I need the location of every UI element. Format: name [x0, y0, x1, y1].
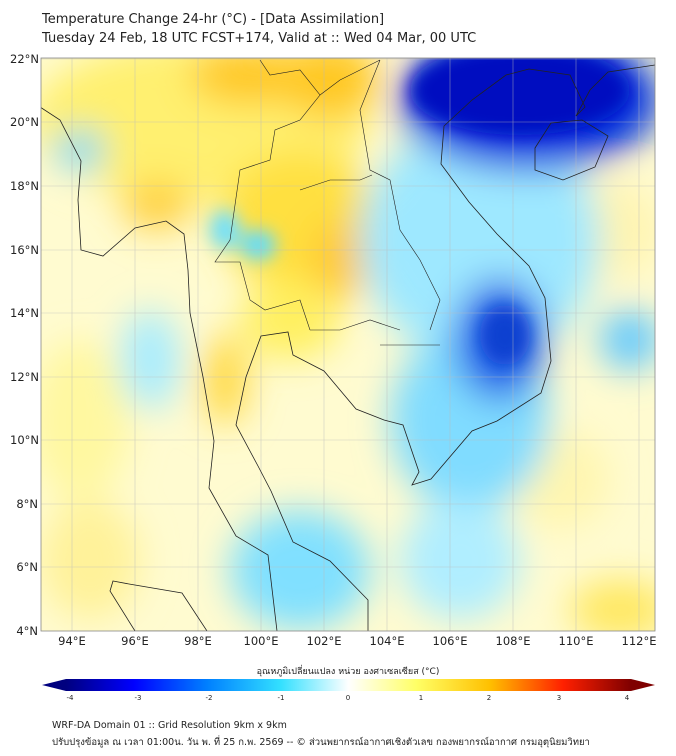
coastlines — [41, 59, 655, 631]
lon-label: 110°E — [558, 634, 594, 648]
field-layer — [41, 58, 655, 631]
colorbar-tick: 1 — [418, 694, 424, 702]
lat-label: 12°N — [10, 370, 39, 384]
lon-label: 94°E — [58, 634, 86, 648]
gridlines — [41, 58, 655, 631]
colorbar-tick: -3 — [134, 694, 142, 702]
lat-label: 22°N — [10, 52, 39, 66]
colorbar-tick: 4 — [624, 694, 630, 702]
colorbar-tick: -2 — [205, 694, 213, 702]
colorbar-tick: -1 — [277, 694, 285, 702]
lat-label: 6°N — [16, 560, 38, 574]
colorbar-min-extend — [42, 679, 66, 691]
map-frame — [40, 57, 656, 632]
colorbar-tick: 0 — [345, 694, 351, 702]
lon-label: 98°E — [184, 634, 212, 648]
lat-label: 20°N — [10, 115, 39, 129]
lon-label: 96°E — [121, 634, 149, 648]
colorbar-gradient — [66, 679, 631, 691]
lon-label: 106°E — [432, 634, 468, 648]
chart-subtitle: Tuesday 24 Feb, 18 UTC FCST+174, Valid a… — [42, 31, 477, 46]
colorbar-max-extend — [631, 679, 655, 691]
colorbar-tick: 3 — [556, 694, 562, 702]
lon-label: 100°E — [243, 634, 279, 648]
colorbar — [42, 679, 655, 691]
lat-label: 4°N — [16, 624, 38, 638]
chart-title: Temperature Change 24-hr (°C) - [Data As… — [42, 12, 385, 27]
lat-label: 10°N — [10, 433, 39, 447]
lat-label: 8°N — [16, 497, 38, 511]
footer-model-info: WRF-DA Domain 01 :: Grid Resolution 9km … — [52, 720, 287, 731]
lon-label: 104°E — [369, 634, 405, 648]
lon-label: 102°E — [306, 634, 342, 648]
footer-credit: ปรับปรุงข้อมูล ณ เวลา 01:00น. วัน พ. ที่… — [52, 737, 590, 748]
lat-label: 16°N — [10, 243, 39, 257]
lon-label: 112°E — [621, 634, 657, 648]
lat-label: 14°N — [10, 306, 39, 320]
colorbar-tick: -4 — [66, 694, 74, 702]
lat-label: 18°N — [10, 179, 39, 193]
lon-label: 108°E — [495, 634, 531, 648]
colorbar-title: อุณหภูมิเปลี่ยนแปลง หน่วย องศาเซลเซียส (… — [256, 667, 440, 677]
colorbar-tick: 2 — [486, 694, 492, 702]
